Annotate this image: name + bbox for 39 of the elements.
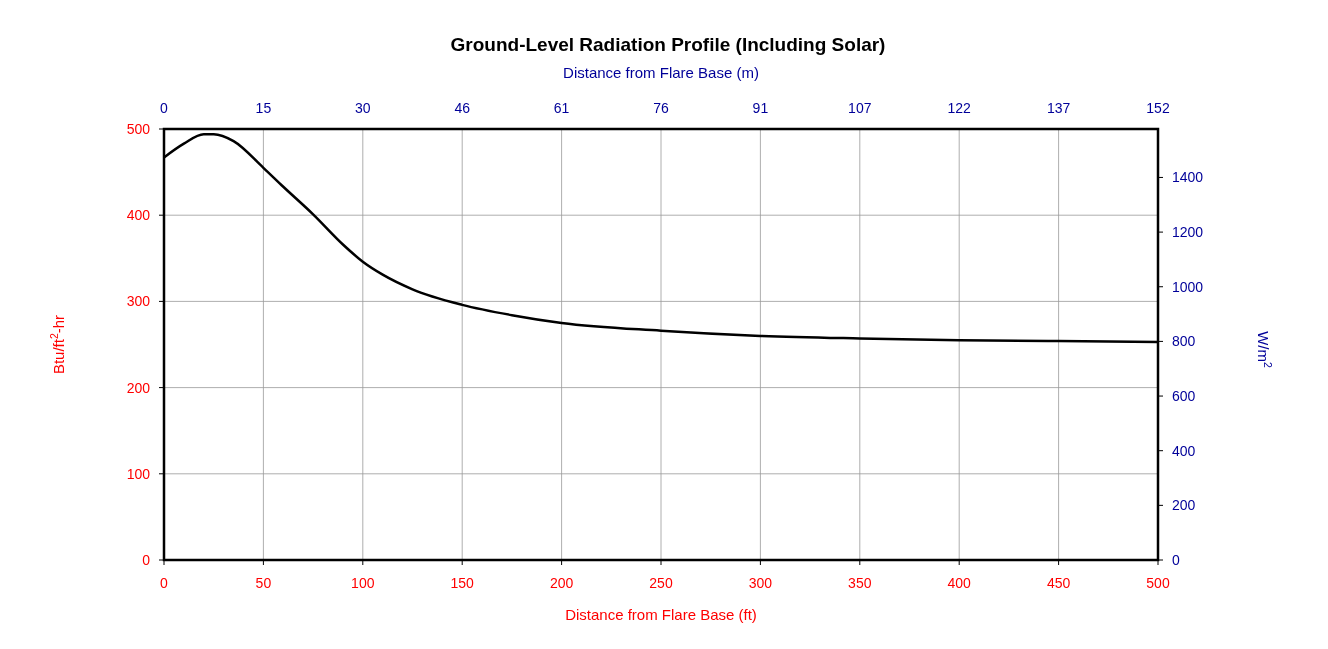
x2-tick-label: 122 xyxy=(947,100,972,116)
x2-tick-label: 61 xyxy=(553,100,570,116)
y2-tick-label: 400 xyxy=(1172,442,1196,459)
y-tick-label: 400 xyxy=(126,207,151,224)
x2-tick-label: 15 xyxy=(255,100,272,116)
x2-axis-title: Distance from Flare Base (m) xyxy=(563,64,759,81)
x2-tick-label: 152 xyxy=(1146,100,1170,116)
x-tick-label: 450 xyxy=(1046,575,1071,591)
x-tick-label: 0 xyxy=(160,575,169,591)
y-tick-label: 200 xyxy=(126,379,151,396)
x2-tick-label: 0 xyxy=(160,100,169,116)
y-tick-label: 0 xyxy=(142,552,151,568)
y2-tick-label: 1200 xyxy=(1172,224,1204,241)
y2-tick-label: 1400 xyxy=(1172,169,1204,186)
x-tick-label: 300 xyxy=(748,575,773,591)
x-tick-label: 400 xyxy=(947,575,972,591)
x-tick-label: 250 xyxy=(649,575,673,591)
x-axis-title: Distance from Flare Base (ft) xyxy=(565,606,757,623)
x-tick-label: 100 xyxy=(351,575,375,591)
x-tick-label: 350 xyxy=(848,575,872,591)
y2-tick-label: 600 xyxy=(1172,388,1196,405)
x2-tick-label: 107 xyxy=(848,100,872,116)
x-tick-label: 150 xyxy=(450,575,475,591)
y2-tick-label: 800 xyxy=(1172,333,1196,350)
y-tick-label: 100 xyxy=(126,465,151,482)
x2-tick-label: 137 xyxy=(1046,100,1071,116)
x2-tick-label: 46 xyxy=(454,100,471,116)
y-tick-label: 500 xyxy=(126,121,151,137)
x-tick-label: 200 xyxy=(549,575,574,591)
y2-tick-label: 200 xyxy=(1172,497,1196,514)
y2-tick-label: 0 xyxy=(1172,552,1180,568)
x2-tick-label: 76 xyxy=(653,100,669,116)
x2-tick-label: 30 xyxy=(355,100,371,116)
y-tick-label: 300 xyxy=(126,293,151,310)
x-tick-label: 50 xyxy=(255,575,272,591)
y2-tick-label: 1000 xyxy=(1172,278,1204,295)
x-tick-label: 500 xyxy=(1146,575,1170,591)
x2-tick-label: 91 xyxy=(752,100,769,116)
chart-title: Ground-Level Radiation Profile (Including Solar) xyxy=(450,34,886,55)
